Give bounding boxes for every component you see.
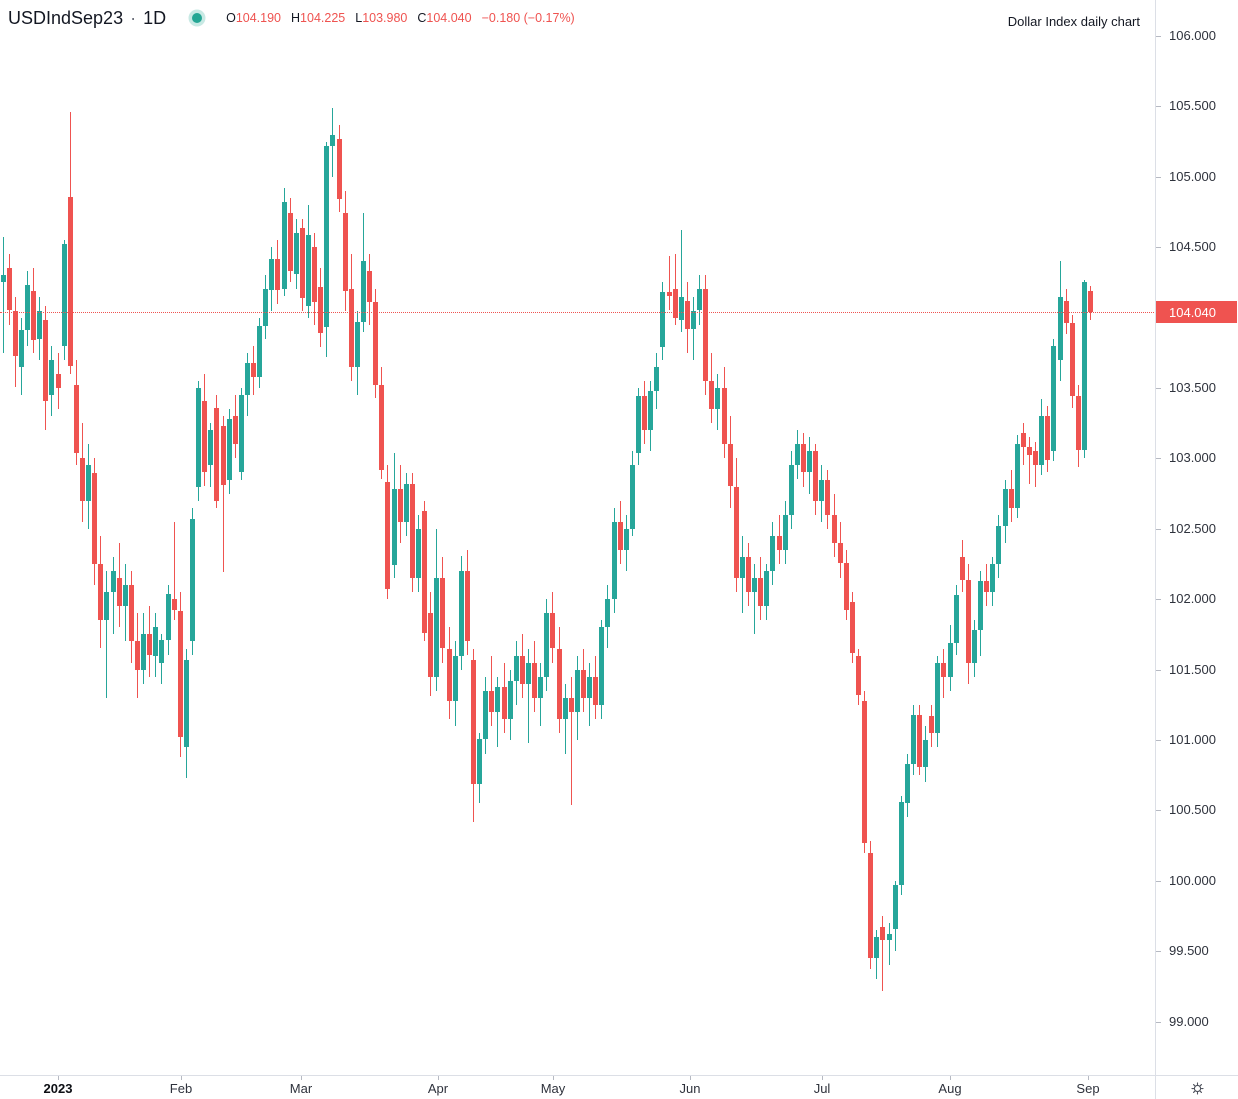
- last-price-line: [0, 312, 1156, 313]
- price-tick-label: 99.500: [1169, 943, 1209, 959]
- price-tick-label: 104.500: [1169, 239, 1216, 255]
- price-tick: [1156, 247, 1161, 249]
- time-tick: [690, 1076, 691, 1080]
- price-tick-label: 105.000: [1169, 168, 1216, 184]
- time-tick-label: Jul: [813, 1081, 831, 1096]
- time-tick-label: 2023: [43, 1081, 73, 1096]
- price-tick-label: 100.000: [1169, 872, 1216, 888]
- symbol-name[interactable]: USDIndSep23: [8, 7, 124, 28]
- price-tick: [1156, 1021, 1161, 1023]
- gear-icon: [1191, 1081, 1204, 1095]
- price-axis[interactable]: 106.000105.500105.000104.500104.000103.5…: [1155, 0, 1238, 1075]
- time-axis[interactable]: 2023 Feb Mar Apr May Jun Jul Aug Sep: [0, 1075, 1156, 1099]
- time-tick: [950, 1076, 951, 1080]
- price-tick: [1156, 810, 1161, 812]
- time-tick: [181, 1076, 182, 1080]
- time-tick-label: Sep: [1076, 1081, 1100, 1096]
- time-tick: [822, 1076, 823, 1080]
- price-tick: [1156, 880, 1161, 882]
- time-tick-label: Jun: [679, 1081, 701, 1096]
- price-tick-label: 102.500: [1169, 520, 1216, 536]
- time-tick: [438, 1076, 439, 1080]
- price-tick: [1156, 458, 1161, 460]
- chart-annotation: Dollar Index daily chart: [1007, 14, 1140, 29]
- price-tick-label: 101.500: [1169, 661, 1216, 677]
- price-tick: [1156, 528, 1161, 530]
- time-tick: [301, 1076, 302, 1080]
- last-price-label: 104.040: [1156, 301, 1237, 323]
- market-status-dot-icon[interactable]: [192, 13, 203, 23]
- symbol-legend: USDIndSep23 · 1D O104.190 H104.225 L103.…: [8, 6, 575, 30]
- time-tick: [553, 1076, 554, 1080]
- time-tick-label: Mar: [289, 1081, 313, 1096]
- legend-separator: ·: [130, 7, 137, 28]
- interval-label[interactable]: 1D: [143, 7, 167, 28]
- price-tick-label: 105.500: [1169, 98, 1216, 114]
- time-tick-label: Feb: [169, 1081, 193, 1096]
- ohlc-readout: O104.190 H104.225 L103.980 C104.040 −0.1…: [226, 11, 575, 25]
- price-tick-label: 103.000: [1169, 450, 1216, 466]
- time-tick-label: May: [540, 1081, 566, 1096]
- price-tick: [1156, 951, 1161, 953]
- price-tick-label: 106.000: [1169, 28, 1216, 43]
- price-tick: [1156, 599, 1161, 601]
- price-tick: [1156, 669, 1161, 671]
- axis-settings-button[interactable]: [1155, 1075, 1238, 1099]
- ohlc-close: C104.040: [417, 11, 472, 25]
- time-tick: [58, 1076, 59, 1080]
- ohlc-open: O104.190: [226, 11, 282, 25]
- change-readout: −0.180 (−0.17%): [481, 11, 575, 25]
- price-tick: [1156, 106, 1161, 108]
- price-tick: [1156, 740, 1161, 741]
- price-tick: [1156, 36, 1161, 37]
- time-tick: [1088, 1076, 1089, 1080]
- price-tick-label: 103.500: [1169, 380, 1216, 395]
- candlestick-plot[interactable]: [0, 0, 1156, 1075]
- time-tick-label: Apr: [427, 1081, 449, 1096]
- price-tick-label: 99.000: [1169, 1013, 1209, 1029]
- price-tick: [1156, 388, 1161, 389]
- price-tick-label: 100.500: [1169, 802, 1216, 818]
- time-tick-label: Aug: [938, 1081, 962, 1096]
- price-tick: [1156, 176, 1161, 178]
- price-tick-label: 101.000: [1169, 732, 1216, 747]
- ohlc-low: L103.980: [355, 11, 408, 25]
- ohlc-high: H104.225: [291, 11, 346, 25]
- price-tick-label: 102.000: [1169, 591, 1216, 607]
